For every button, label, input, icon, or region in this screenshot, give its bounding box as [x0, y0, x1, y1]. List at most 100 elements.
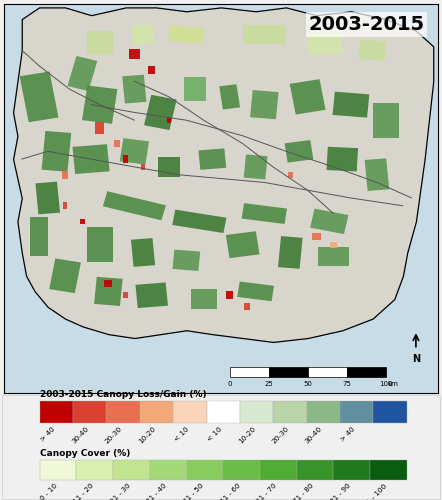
Bar — [226, 292, 233, 299]
Bar — [370, 460, 407, 479]
Text: < 10: < 10 — [173, 426, 190, 442]
Bar — [359, 40, 386, 61]
Bar — [206, 401, 240, 422]
Text: > 40: > 40 — [40, 426, 57, 442]
Text: 41 - 50: 41 - 50 — [183, 483, 205, 500]
Bar — [87, 30, 113, 54]
Bar — [365, 158, 389, 191]
Text: 91 - 100: 91 - 100 — [363, 483, 389, 500]
Text: 0 - 10: 0 - 10 — [39, 483, 58, 500]
Bar — [131, 24, 155, 45]
Text: 10-20: 10-20 — [137, 426, 156, 445]
Bar — [73, 401, 107, 422]
Bar — [327, 146, 358, 172]
Bar — [244, 154, 267, 180]
Bar — [198, 148, 226, 170]
Bar — [114, 140, 120, 147]
Bar — [104, 280, 112, 287]
Bar — [94, 277, 122, 306]
Bar — [310, 208, 348, 234]
Bar — [129, 49, 140, 59]
Bar — [82, 86, 118, 124]
Bar — [42, 131, 71, 172]
Text: 21 - 30: 21 - 30 — [109, 483, 132, 500]
Bar — [168, 26, 204, 44]
Bar — [72, 144, 110, 174]
Bar — [244, 304, 250, 310]
Bar — [373, 102, 399, 138]
Bar — [149, 66, 155, 74]
Text: 25: 25 — [264, 381, 273, 387]
Bar — [76, 460, 113, 479]
Bar — [140, 401, 173, 422]
Text: km: km — [388, 381, 399, 387]
Bar — [113, 460, 150, 479]
Bar — [62, 171, 69, 178]
Text: 20-30: 20-30 — [271, 426, 290, 445]
Bar — [68, 56, 97, 91]
Bar — [173, 401, 206, 422]
Bar — [35, 182, 60, 214]
Bar — [250, 90, 278, 119]
Bar — [40, 401, 73, 422]
Bar — [308, 367, 347, 377]
Bar — [30, 218, 48, 256]
Bar — [242, 203, 287, 224]
Text: 100: 100 — [379, 381, 392, 387]
Bar — [340, 401, 373, 422]
Bar — [240, 401, 273, 422]
Bar — [219, 84, 240, 110]
Text: N: N — [412, 354, 420, 364]
Bar — [191, 290, 217, 309]
Text: 30-40: 30-40 — [304, 426, 323, 445]
Bar — [167, 118, 171, 123]
Bar — [318, 246, 349, 266]
Bar — [122, 74, 146, 104]
Bar — [285, 140, 313, 162]
Text: 2003-2015 Canopy Loss/Gain (%): 2003-2015 Canopy Loss/Gain (%) — [40, 390, 206, 399]
Bar — [273, 401, 307, 422]
Bar — [123, 292, 128, 298]
Bar — [187, 460, 223, 479]
Bar — [297, 460, 333, 479]
Bar — [243, 25, 286, 44]
Text: 61 - 70: 61 - 70 — [256, 483, 278, 500]
Bar — [19, 72, 58, 122]
Bar — [150, 460, 187, 479]
Bar — [237, 282, 274, 301]
Bar — [290, 79, 326, 114]
Bar — [230, 367, 269, 377]
Text: > 40: > 40 — [340, 426, 357, 442]
Text: 50: 50 — [303, 381, 312, 387]
Bar — [312, 234, 320, 240]
Bar — [123, 155, 128, 163]
Bar — [120, 138, 149, 164]
Text: 20-30: 20-30 — [104, 426, 123, 445]
Bar — [278, 236, 303, 269]
Bar — [103, 191, 166, 220]
Bar — [144, 95, 177, 130]
Bar — [307, 30, 343, 55]
Bar — [223, 460, 260, 479]
Text: 75: 75 — [342, 381, 351, 387]
Text: < 10: < 10 — [206, 426, 223, 442]
Bar — [158, 157, 180, 176]
Text: 81 - 90: 81 - 90 — [329, 483, 352, 500]
Bar — [95, 122, 104, 134]
Bar — [332, 92, 370, 118]
Bar — [80, 219, 85, 224]
Text: 30-40: 30-40 — [71, 426, 90, 445]
Bar — [269, 367, 308, 377]
Bar — [172, 250, 200, 271]
Text: 51 - 60: 51 - 60 — [219, 483, 242, 500]
Text: 31 - 40: 31 - 40 — [146, 483, 168, 500]
Text: 0: 0 — [228, 381, 232, 387]
Bar — [63, 202, 67, 209]
Text: 71 - 80: 71 - 80 — [293, 483, 315, 500]
Text: Canopy Cover (%): Canopy Cover (%) — [40, 449, 130, 458]
Bar — [260, 460, 297, 479]
Bar — [135, 282, 168, 308]
Bar — [107, 401, 140, 422]
Text: 10-20: 10-20 — [237, 426, 256, 445]
Bar — [131, 238, 155, 267]
